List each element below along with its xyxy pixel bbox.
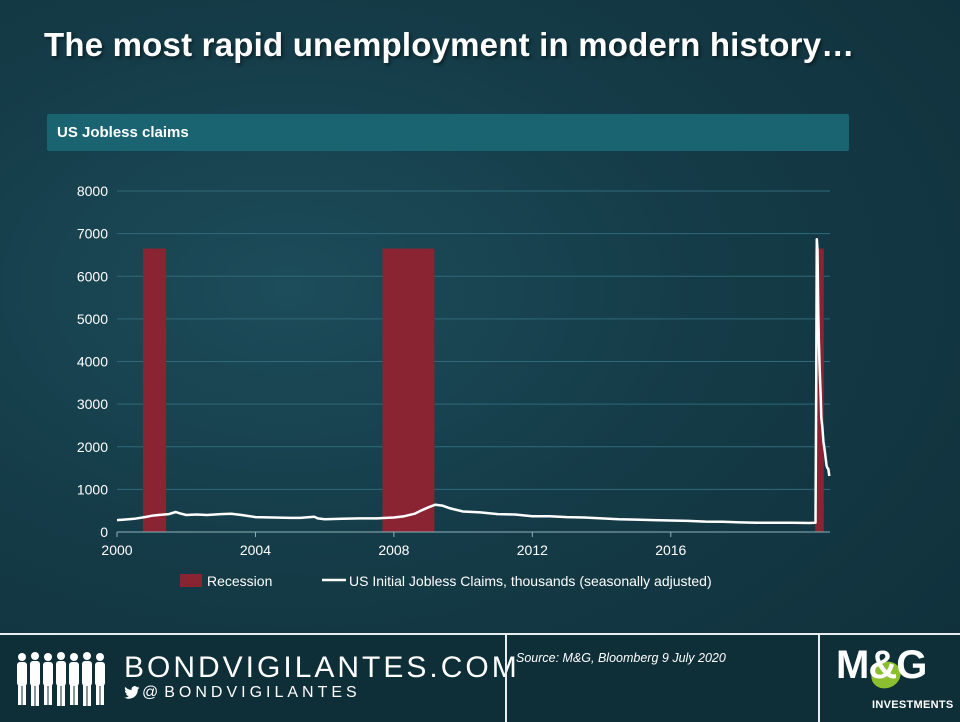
legend-label-recession: Recession	[207, 573, 272, 589]
jobless-claims-line	[116, 238, 831, 525]
jobless-claims-chart: 0 1000 2000 3000 4000 5000 6000 7000 8000 2000 200…	[77, 183, 831, 589]
mg-logo-text: M&G	[836, 643, 927, 687]
people-silhouette-icon	[17, 652, 105, 706]
twitter-handle: @ BONDVIGILANTES	[124, 684, 361, 702]
page-title: The most rapid unemployment in modern hi…	[44, 26, 855, 63]
recession-bar	[142, 248, 167, 532]
y-tick-label: 5000	[77, 311, 108, 327]
mg-logo-subtext: INVESTMENTS	[872, 699, 954, 711]
section-header-label: US Jobless claims	[57, 124, 189, 141]
footer: BONDVIGILANTES.COM @ BONDVIGILANTES Sour…	[0, 633, 960, 722]
x-tick-label: 2000	[101, 542, 132, 558]
y-tick-label: 1000	[77, 481, 108, 497]
y-tick-label: 2000	[77, 439, 108, 455]
legend-label-claims: US Initial Jobless Claims, thousands (se…	[349, 573, 712, 589]
y-tick-label: 4000	[77, 354, 108, 370]
handle-text: BONDVIGILANTES	[164, 684, 361, 701]
x-tick-label: 2012	[517, 542, 548, 558]
legend-swatch-recession	[180, 574, 202, 587]
footer-divider	[505, 635, 507, 722]
y-tick-label: 3000	[77, 396, 108, 412]
section-header: US Jobless claims	[47, 114, 849, 151]
y-tick-label: 8000	[77, 183, 108, 199]
x-tick-label: 2004	[240, 542, 271, 558]
y-tick-label: 0	[100, 524, 108, 540]
y-tick-label: 6000	[77, 268, 108, 284]
mg-logo-mark-icon	[871, 661, 901, 689]
recession-bar	[382, 248, 435, 532]
footer-divider	[818, 635, 820, 722]
source-note: Source: M&G, Bloomberg 9 July 2020	[516, 651, 726, 665]
mg-logo: M&G INVESTMENTS	[828, 643, 954, 717]
handle-at: @	[142, 684, 159, 701]
x-tick-label: 2008	[378, 542, 409, 558]
y-tick-label: 7000	[77, 226, 108, 242]
brand-name: BONDVIGILANTES.COM	[124, 651, 520, 684]
x-tick-label: 2016	[655, 542, 686, 558]
twitter-bird-icon	[124, 686, 140, 699]
